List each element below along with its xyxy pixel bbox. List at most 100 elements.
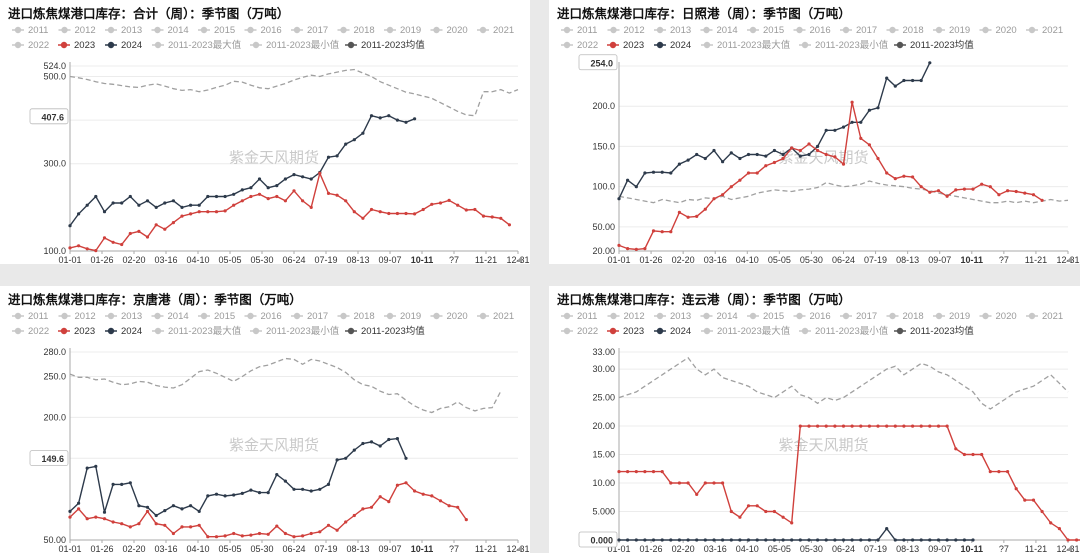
highlight-value-label: 254.0 xyxy=(590,58,613,68)
data-point-s2023 xyxy=(954,447,958,451)
data-point-s2023 xyxy=(867,424,871,428)
legend-marker-2011-2023最小值 xyxy=(252,327,260,335)
legend-label-2020: 2020 xyxy=(447,25,468,36)
x-tick-label: 04-10 xyxy=(736,544,759,553)
chart-panel-total: 进口炼焦煤港口库存：合计（周）：季节图（万吨） 2011 2012 2013 2014 2… xyxy=(0,0,530,264)
data-point-s2024 xyxy=(223,194,227,199)
data-point-s2023 xyxy=(634,247,638,251)
highlight-value-box xyxy=(578,531,618,548)
series-line-avg xyxy=(69,68,519,117)
data-point-s2024 xyxy=(266,491,270,495)
data-point-s2023 xyxy=(841,162,846,166)
data-point-s2023 xyxy=(438,499,443,503)
data-point-s2023 xyxy=(1023,498,1027,502)
y-tick-label: 5.000 xyxy=(592,507,615,517)
legend-label-2011-2023最大值: 2011-2023最大值 xyxy=(717,39,791,51)
data-point-s2023 xyxy=(120,522,124,526)
data-point-s2024 xyxy=(850,120,854,124)
legend-marker-2017 xyxy=(842,26,850,34)
data-point-s2024 xyxy=(885,76,889,80)
legend-marker-2013 xyxy=(107,312,115,320)
data-point-s2024 xyxy=(361,441,365,446)
highlight-value-label: 407.6 xyxy=(41,112,64,122)
x-tick-label: 12-31 xyxy=(1056,255,1079,264)
x-tick-label: 03-16 xyxy=(704,544,727,553)
x-tick-label: ?7 xyxy=(999,255,1009,264)
x-tick-label: 10-11 xyxy=(411,255,434,264)
y-tick-label: 280.0 xyxy=(43,347,66,357)
data-point-s2024 xyxy=(772,538,776,542)
data-point-s2023 xyxy=(309,531,313,536)
data-point-s2023 xyxy=(850,424,854,428)
data-point-s2024 xyxy=(695,538,699,542)
data-point-s2023 xyxy=(85,247,89,251)
legend-label-2019: 2019 xyxy=(400,311,421,322)
legend-marker-2023 xyxy=(60,327,68,335)
data-point-s2023 xyxy=(755,171,759,175)
data-point-s2023 xyxy=(111,520,115,524)
data-point-s2024 xyxy=(651,538,656,542)
legend-label-2018: 2018 xyxy=(354,311,375,322)
data-point-s2023 xyxy=(189,525,193,529)
legend-marker-2024 xyxy=(107,41,115,49)
data-point-s2023 xyxy=(902,424,906,428)
data-point-s2023 xyxy=(257,192,262,196)
legend-marker-2011-2023均值 xyxy=(347,41,355,49)
data-point-s2024 xyxy=(738,156,742,161)
legend-label-2014: 2014 xyxy=(168,311,189,322)
data-point-s2024 xyxy=(102,510,107,514)
x-tick-label: 05-05 xyxy=(768,544,791,553)
data-point-s2023 xyxy=(729,509,733,514)
data-point-s2024 xyxy=(712,148,716,153)
data-point-s2023 xyxy=(378,210,382,214)
data-point-s2023 xyxy=(387,500,391,504)
data-point-s2023 xyxy=(240,199,244,203)
legend-marker-2020 xyxy=(982,26,989,34)
data-point-s2023 xyxy=(824,152,828,157)
legend-marker-2012 xyxy=(610,26,617,34)
data-point-s2023 xyxy=(94,249,98,253)
data-point-s2023 xyxy=(326,191,331,195)
data-point-s2023 xyxy=(490,215,494,219)
x-tick-label: 07-19 xyxy=(864,544,887,553)
data-point-s2023 xyxy=(660,470,664,474)
series-line-avg xyxy=(69,357,502,414)
data-point-s2024 xyxy=(344,456,348,460)
data-point-s2024 xyxy=(128,481,132,485)
data-point-s2023 xyxy=(128,231,132,236)
data-point-s2023 xyxy=(249,533,253,537)
data-point-s2023 xyxy=(945,194,949,198)
legend-label-2021: 2021 xyxy=(1042,311,1063,322)
legend-label-2023: 2023 xyxy=(623,326,644,337)
chart-title: 进口炼焦煤港口库存：京唐港（周）：季节图（万吨） xyxy=(8,292,302,307)
data-point-s2024 xyxy=(301,175,305,179)
data-point-s2023 xyxy=(102,236,107,240)
data-point-s2024 xyxy=(893,84,897,88)
data-point-s2024 xyxy=(807,538,811,542)
x-tick-label: 10-11 xyxy=(961,255,984,264)
data-point-s2023 xyxy=(430,494,434,498)
legend-label-2011-2023均值: 2011-2023均值 xyxy=(361,39,425,51)
data-point-s2024 xyxy=(326,482,331,486)
data-point-s2023 xyxy=(318,530,322,534)
data-point-s2023 xyxy=(643,247,647,251)
resize-corner-glyph: ◢ xyxy=(1066,254,1073,263)
data-point-s2024 xyxy=(686,158,690,162)
legend-marker-2023 xyxy=(609,41,617,49)
data-point-s2023 xyxy=(617,243,621,247)
data-point-s2024 xyxy=(928,61,932,65)
data-point-s2024 xyxy=(206,494,210,498)
data-point-s2023 xyxy=(309,205,313,209)
data-point-s2024 xyxy=(94,464,98,468)
data-point-s2023 xyxy=(154,522,158,526)
legend-marker-2013 xyxy=(656,312,664,320)
legend-marker-2011-2023最小值 xyxy=(801,41,809,49)
data-point-s2023 xyxy=(1075,538,1079,542)
legend-label-2011: 2011 xyxy=(577,25,597,36)
legend-marker-2021 xyxy=(1028,312,1036,320)
x-tick-label: 08-13 xyxy=(346,544,369,553)
data-point-s2023 xyxy=(395,211,399,216)
chart-panel-rizhao: 进口炼焦煤港口库存：日照港（周）：季节图（万吨） 2011 2012 2013 2014… xyxy=(549,0,1080,264)
legend-marker-2016 xyxy=(247,312,254,320)
data-point-s2023 xyxy=(781,515,785,519)
